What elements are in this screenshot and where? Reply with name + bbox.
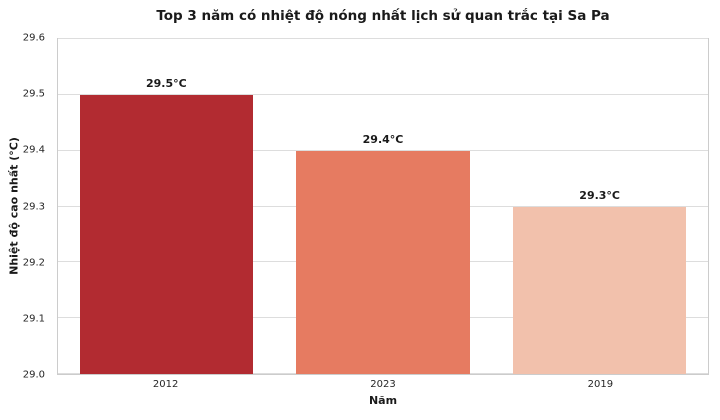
bar-value-label: 29.4°C: [362, 132, 404, 146]
gridline: [58, 149, 708, 151]
x-axis-label: Năm: [368, 394, 398, 407]
x-tick-label: 2019: [587, 379, 614, 390]
y-tick-label: 29.5: [22, 88, 45, 100]
y-tick-label: 29.2: [22, 257, 45, 269]
x-axis-tick-labels: 2012 2023 2019: [57, 379, 709, 393]
bar-value-label: 29.3°C: [579, 188, 621, 202]
bar-2023: [296, 150, 470, 374]
y-tick-label: 29.6: [22, 32, 45, 44]
y-axis-tick-labels: 29.0 29.1 29.2 29.3 29.4 29.5 29.6: [0, 33, 51, 381]
y-tick-label: 29.4: [22, 144, 45, 156]
gridline: [58, 93, 708, 95]
y-tick-label: 29.0: [22, 369, 45, 381]
plot-area: 29.5°C 29.4°C 29.3°C: [57, 38, 709, 375]
bar-value-label: 29.5°C: [145, 76, 187, 90]
x-tick-label: 2012: [152, 379, 179, 390]
x-tick-label: 2023: [370, 379, 396, 390]
bar-2012: [79, 94, 253, 374]
gridline: [58, 38, 708, 39]
y-tick-label: 29.1: [22, 313, 45, 325]
bar-2019: [513, 206, 687, 374]
y-tick-label: 29.3: [22, 201, 45, 212]
chart-title: Top 3 năm có nhiệt độ nóng nhất lịch sử …: [156, 8, 610, 24]
